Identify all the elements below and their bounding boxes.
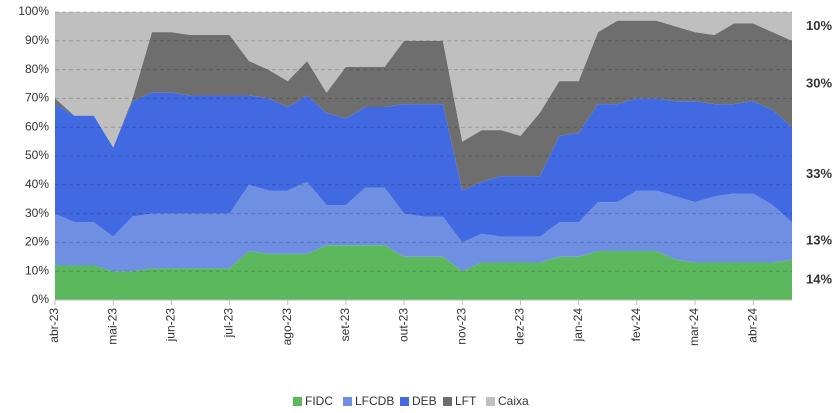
x-tick-label: abr-24	[745, 308, 759, 343]
end-label: 14%	[806, 271, 832, 286]
legend-swatch	[486, 397, 495, 406]
area	[55, 181, 792, 272]
y-tick-label: 70%	[25, 91, 49, 105]
y-tick-label: 90%	[25, 33, 49, 47]
y-tick-label: 100%	[18, 4, 49, 18]
legend-swatch	[443, 397, 452, 406]
legend-label: DEB	[412, 394, 437, 408]
x-tick-label: nov-23	[454, 308, 468, 345]
x-tick-label: mai-23	[105, 308, 119, 345]
area	[55, 20, 792, 191]
x-tick-label: jun-23	[164, 308, 178, 343]
legend-swatch	[400, 397, 409, 406]
legend-swatch	[293, 397, 302, 406]
y-tick-label: 0%	[32, 292, 50, 306]
y-tick-label: 80%	[25, 62, 49, 76]
y-tick-label: 20%	[25, 235, 49, 249]
legend-label: LFT	[455, 394, 477, 408]
legend-label: FIDC	[305, 394, 333, 408]
end-label: 13%	[806, 232, 832, 247]
y-tick-label: 60%	[25, 119, 49, 133]
x-tick-label: out-23	[396, 308, 410, 342]
x-tick-label: ago-23	[280, 308, 294, 346]
x-tick-label: jul-23	[222, 308, 236, 339]
x-tick-label: fev-24	[629, 308, 643, 342]
area	[55, 245, 792, 300]
y-tick-label: 10%	[25, 263, 49, 277]
x-tick-label: abr-23	[47, 308, 61, 343]
area	[55, 92, 792, 243]
x-tick-label: mar-24	[687, 308, 701, 346]
x-tick-label: jan-24	[571, 308, 585, 343]
x-tick-label: set-23	[338, 308, 352, 342]
end-label: 33%	[806, 166, 832, 181]
end-label: 30%	[806, 75, 832, 90]
legend-label: Caixa	[498, 394, 529, 408]
y-tick-label: 40%	[25, 177, 49, 191]
legend-label: LFCDB	[355, 394, 394, 408]
end-label: 10%	[806, 18, 832, 33]
legend-swatch	[343, 397, 352, 406]
y-tick-label: 50%	[25, 148, 49, 162]
area	[55, 12, 792, 148]
x-tick-label: dez-23	[513, 308, 527, 345]
y-tick-label: 30%	[25, 206, 49, 220]
